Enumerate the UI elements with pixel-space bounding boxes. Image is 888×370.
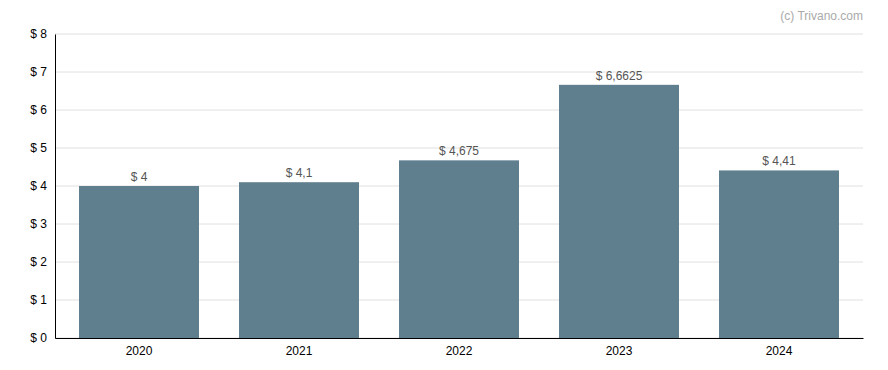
y-tick-label: $ 5: [30, 141, 47, 155]
y-tick: $ 4: [30, 179, 55, 193]
y-tick: $ 3: [30, 217, 55, 231]
plot: $ 4$ 4,1$ 4,675$ 6,6625$ 4,41$ 0$ 1$ 2$ …: [30, 27, 863, 357]
x-tick-label: 2020: [126, 344, 153, 358]
grid-line: [55, 34, 863, 35]
x-tick-label: 2023: [606, 344, 633, 358]
grid: [55, 34, 863, 338]
annotations: (c) Trivano.com: [780, 9, 863, 23]
x-axis-line: [56, 338, 864, 339]
data-label: $ 4,41: [762, 154, 796, 168]
bar: [239, 182, 359, 338]
x-tick-label: 2022: [446, 344, 473, 358]
bars: [79, 85, 839, 338]
y-tick-label: $ 3: [30, 217, 47, 231]
y-tick: $ 2: [30, 255, 55, 269]
y-tick: $ 7: [30, 65, 55, 79]
y-tick: $ 6: [30, 103, 55, 117]
y-tick-label: $ 2: [30, 255, 47, 269]
x-axis: 2020 2021 2022 2023 2024: [56, 339, 864, 358]
x-tick: 2024: [766, 344, 793, 358]
data-labels: $ 4 $ 4,1 $ 4,675 $ 6,6625 $ 4,41: [131, 69, 796, 184]
data-label: $ 4,675: [439, 144, 479, 158]
bar: [559, 85, 679, 338]
y-tick: $ 0: [30, 331, 55, 345]
x-tick: 2021: [286, 344, 313, 358]
x-tick: 2023: [606, 344, 633, 358]
y-tick: $ 8: [30, 27, 55, 41]
y-axis: $ 0 $ 1 $ 2 $ 3 $ 4 $ 5 $ 6 $ 7 $ 8: [30, 27, 55, 345]
watermark: (c) Trivano.com: [780, 9, 863, 23]
y-tick: $ 1: [30, 293, 55, 307]
y-tick-label: $ 1: [30, 293, 47, 307]
bar: [79, 186, 199, 338]
y-tick: $ 5: [30, 141, 55, 155]
y-tick-label: $ 0: [30, 331, 47, 345]
y-tick-label: $ 4: [30, 179, 47, 193]
y-tick-label: $ 8: [30, 27, 47, 41]
bar: [719, 170, 839, 338]
data-label: $ 4,1: [286, 166, 313, 180]
chart: $ 4$ 4,1$ 4,675$ 6,6625$ 4,41$ 0$ 1$ 2$ …: [0, 0, 888, 370]
x-tick-label: 2024: [766, 344, 793, 358]
x-tick-label: 2021: [286, 344, 313, 358]
y-axis-line: [55, 35, 56, 339]
x-tick: 2022: [446, 344, 473, 358]
data-label: $ 6,6625: [596, 69, 643, 83]
x-tick: 2020: [126, 344, 153, 358]
y-tick-label: $ 7: [30, 65, 47, 79]
grid-line: [55, 72, 863, 73]
y-tick-label: $ 6: [30, 103, 47, 117]
data-label: $ 4: [131, 170, 148, 184]
grid-line: [55, 110, 863, 111]
bar: [399, 160, 519, 338]
